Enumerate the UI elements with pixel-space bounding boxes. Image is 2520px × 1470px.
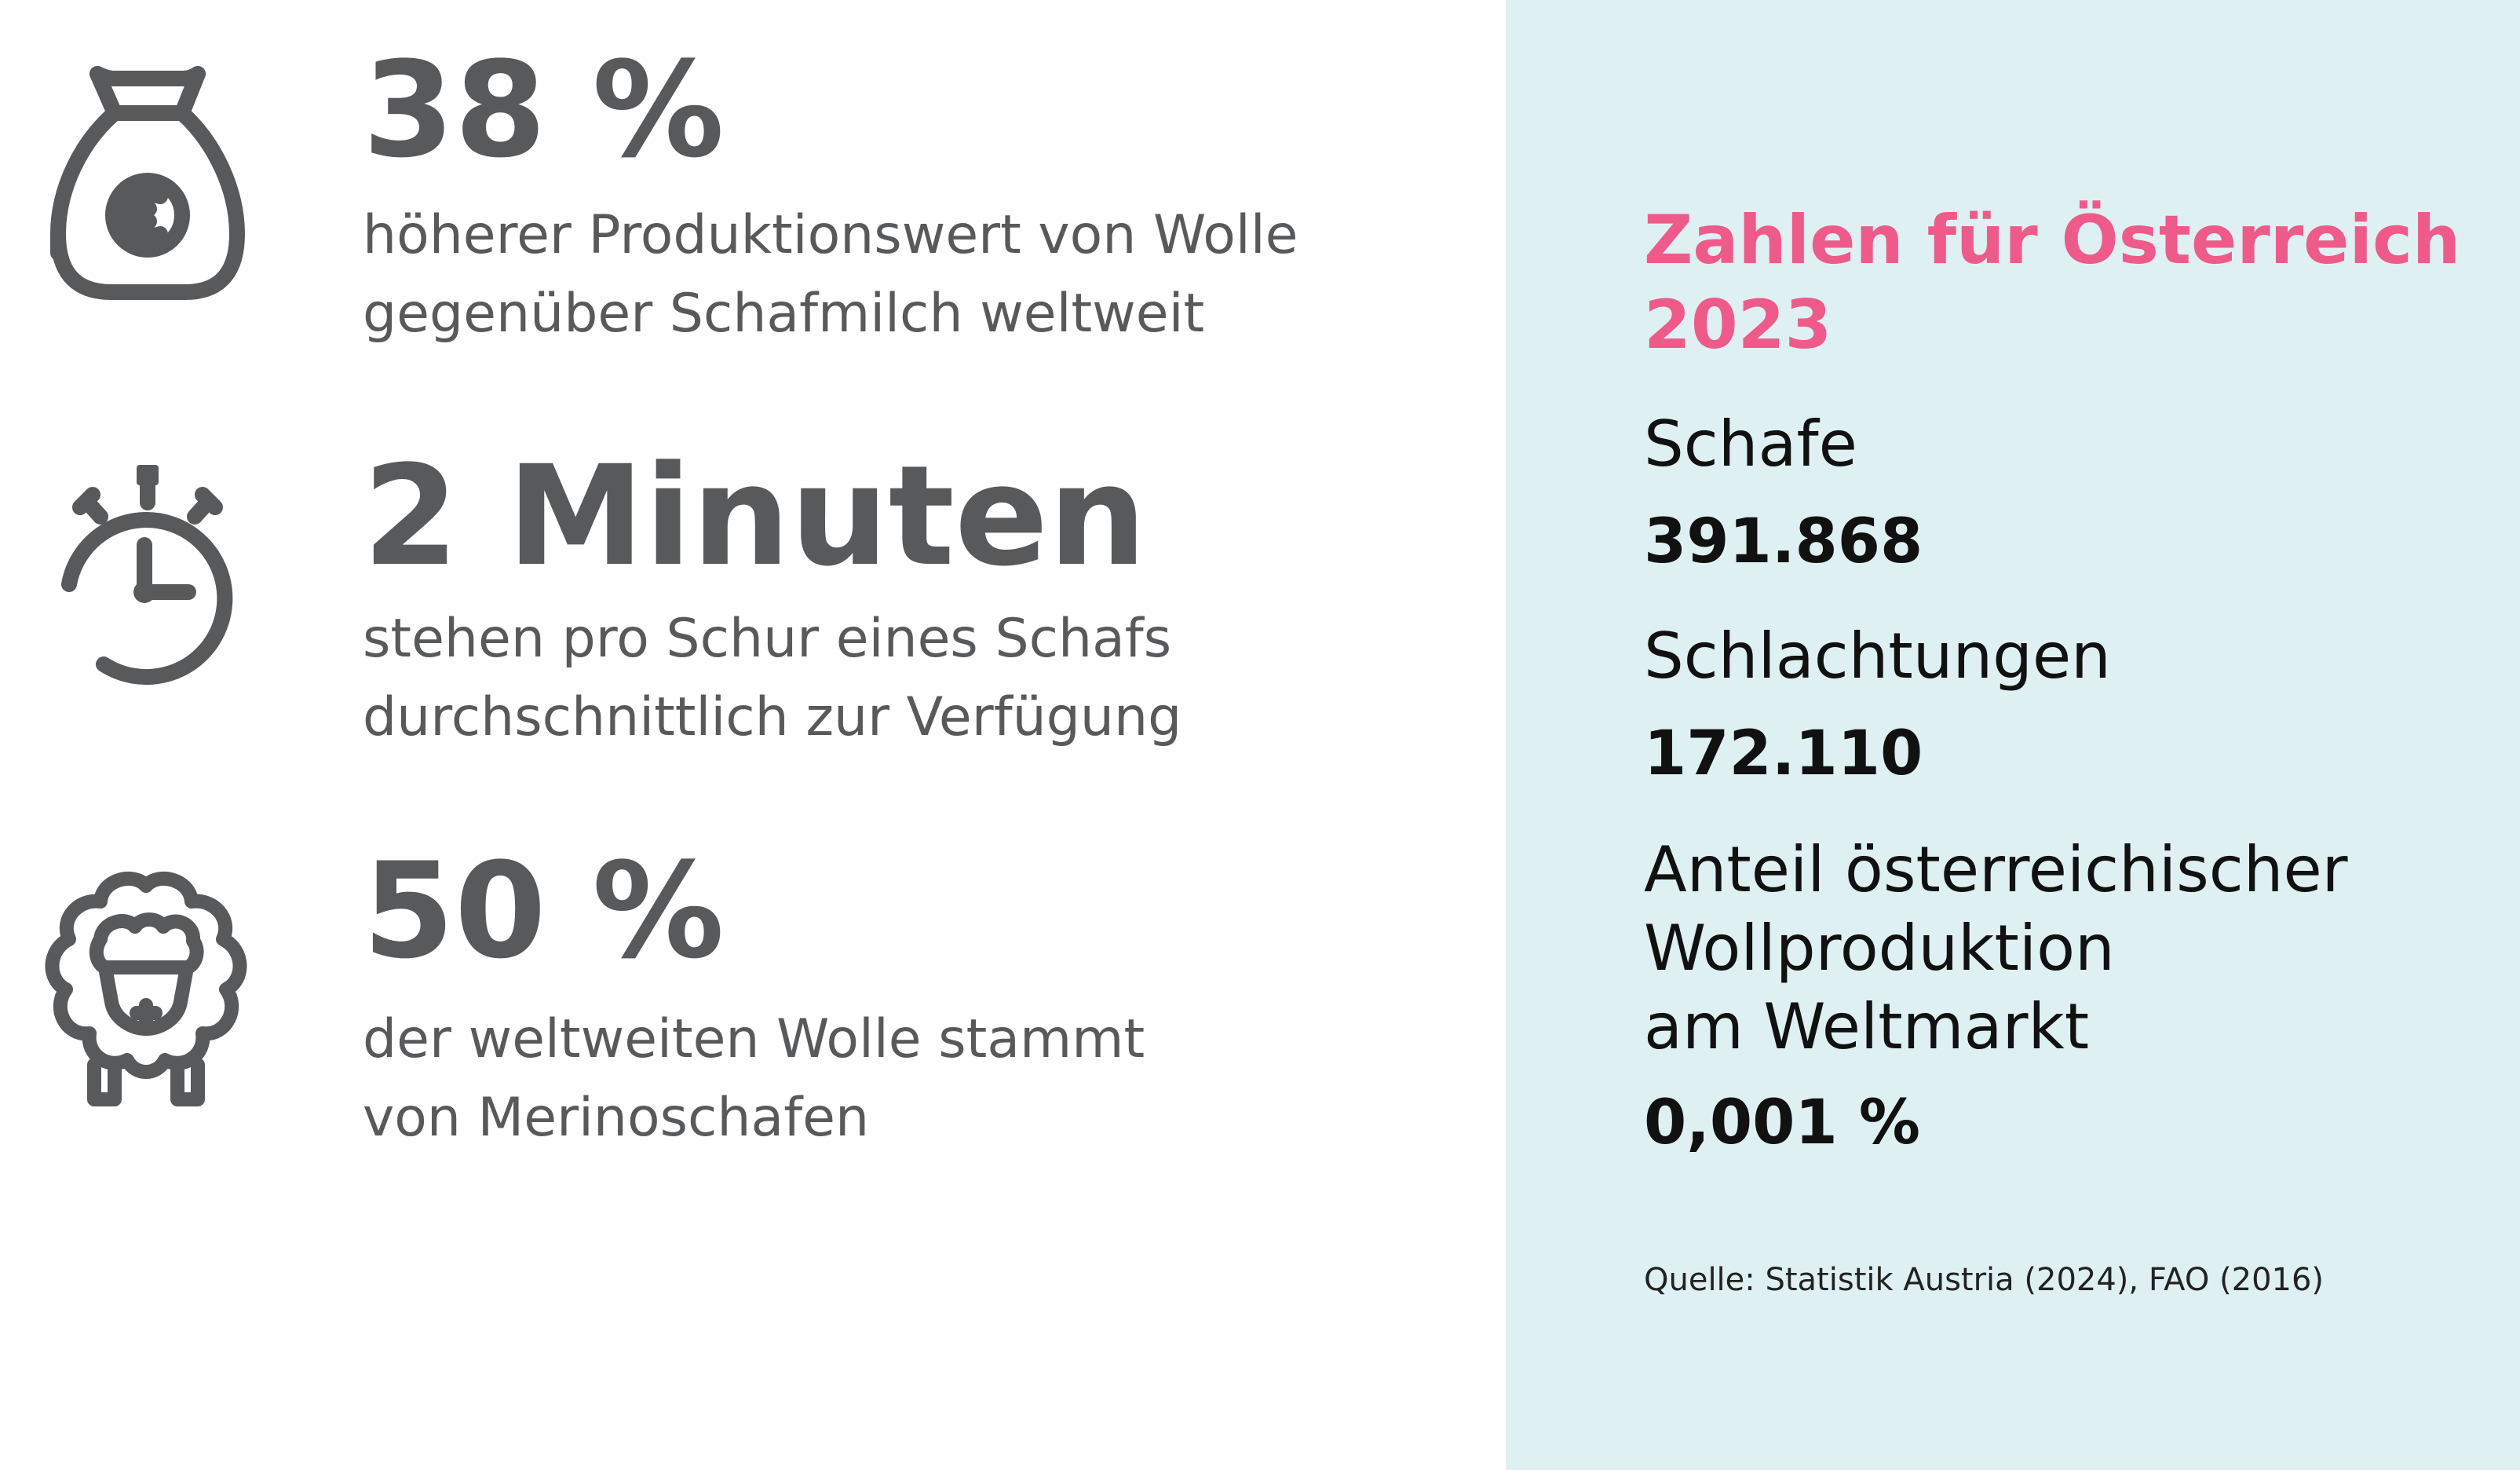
- fact-label-schafe: Schafe: [1644, 405, 1857, 484]
- description-line: höherer Produktionswert von Wolle: [363, 204, 1298, 266]
- description-line: durchschnittlich zur Verfügung: [363, 686, 1182, 748]
- fact-label-weltmarkt-anteil: Anteil österreichischer Wollproduktion a…: [1644, 831, 2348, 1066]
- heading-line: Zahlen für Österreich: [1644, 201, 2461, 280]
- label-line: am Weltmarkt: [1644, 990, 2090, 1063]
- stats-panel: 38 % höherer Produktionswert von Wolle g…: [39, 33, 1298, 1157]
- money-bag-euro-icon: [41, 57, 254, 308]
- stat-description: stehen pro Schur eines Schafs durchschni…: [363, 600, 1181, 757]
- description-line: von Merinoschafen: [363, 1087, 870, 1149]
- description-line: der weltweiten Wolle stammt: [363, 1008, 1145, 1070]
- fact-value-weltmarkt-anteil: 0,001 %: [1644, 1088, 1921, 1158]
- label-line: Schafe: [1644, 408, 1857, 481]
- fact-label-schlachtungen: Schlachtungen: [1644, 617, 2111, 696]
- stopwatch-icon: [41, 459, 254, 710]
- austria-heading: Zahlen für Österreich 2023: [1644, 198, 2460, 368]
- stat-value: 50 %: [363, 834, 725, 988]
- fact-value-schlachtungen: 172.110: [1644, 719, 1923, 789]
- description-line: stehen pro Schur eines Schafs: [363, 608, 1172, 670]
- label-line: Wollproduktion: [1644, 912, 2115, 985]
- sheep-icon: [39, 864, 253, 1115]
- label-line: Schlachtungen: [1644, 620, 2111, 693]
- austria-facts-panel: [1506, 0, 2520, 1470]
- stat-value: 2 Minuten: [363, 436, 1147, 597]
- label-line: Anteil österreichischer: [1644, 833, 2348, 906]
- stat-value: 38 %: [363, 33, 725, 187]
- heading-line: 2023: [1644, 286, 1832, 364]
- fact-value-schafe: 391.868: [1644, 506, 1923, 577]
- stat-description: höherer Produktionswert von Wolle gegenü…: [363, 196, 1298, 353]
- source-note: Quelle: Statistik Austria (2024), FAO (2…: [1644, 1262, 2325, 1298]
- stat-description: der weltweiten Wolle stammt von Merinosc…: [363, 1000, 1145, 1157]
- description-line: gegenüber Schafmilch weltweit: [363, 283, 1205, 345]
